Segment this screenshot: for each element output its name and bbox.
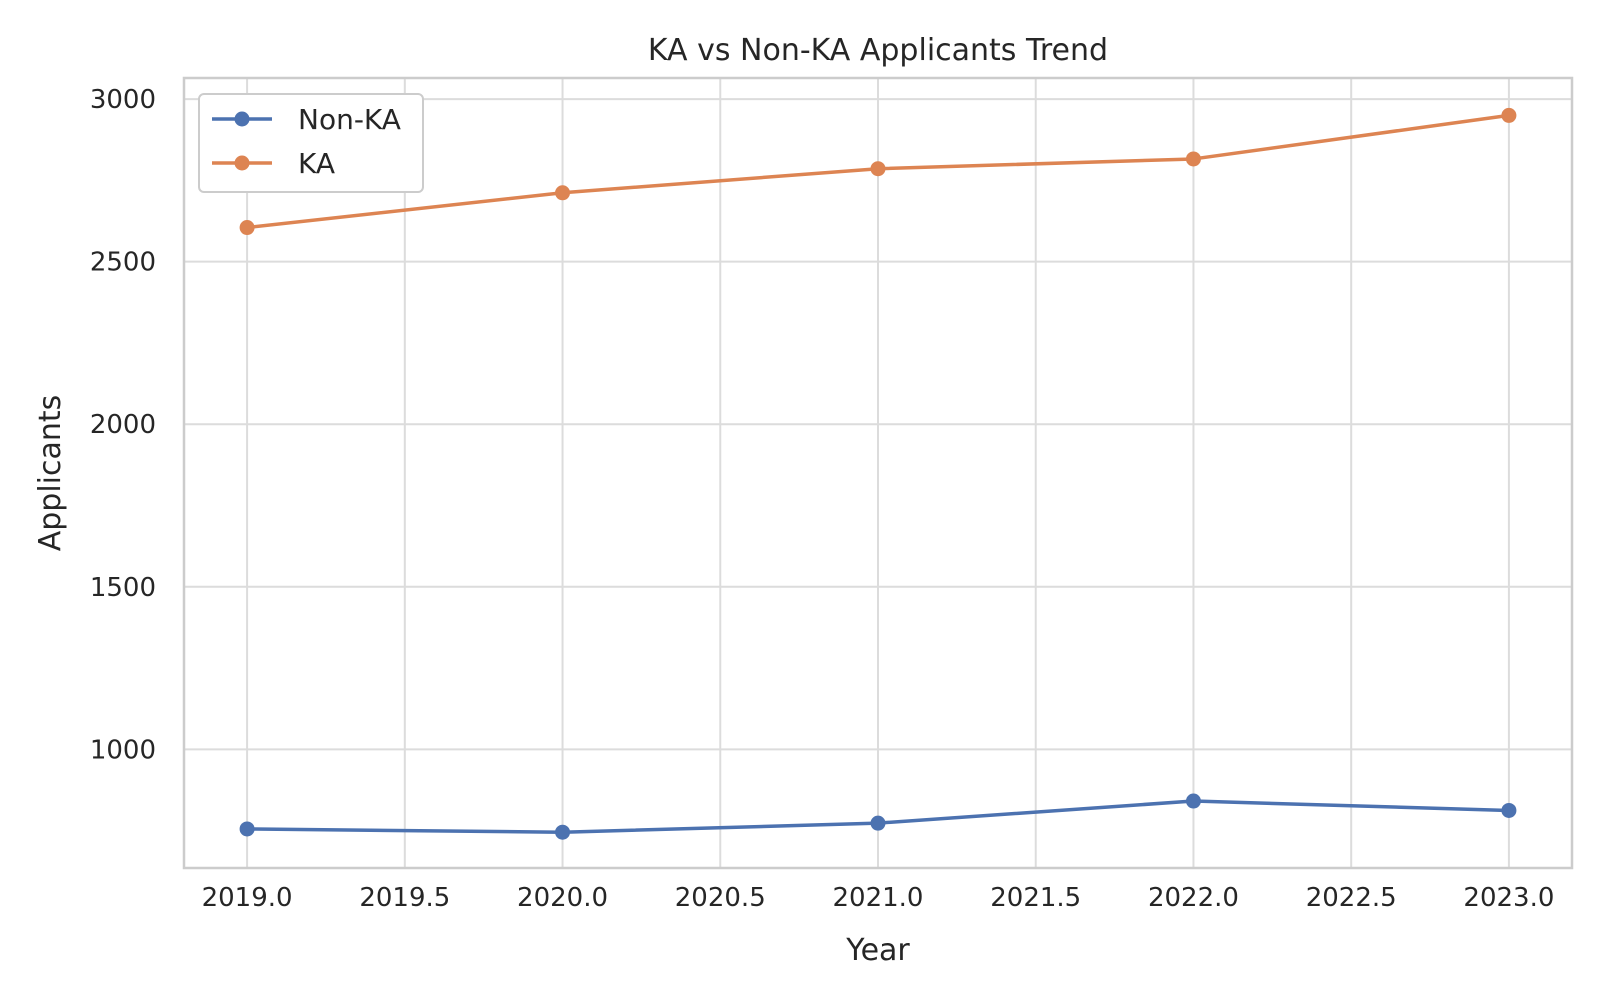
y-axis-label: Applicants [33, 395, 68, 552]
y-tick-label: 2000 [90, 410, 156, 440]
legend-item: KA [212, 147, 335, 180]
legend-label: Non-KA [298, 103, 401, 136]
series-layer [239, 107, 1517, 840]
x-tick-label: 2022.5 [1306, 883, 1397, 913]
data-point [555, 185, 571, 201]
series-ka [239, 107, 1517, 236]
x-tick-label: 2022.0 [1148, 883, 1239, 913]
y-tick-label: 1500 [90, 573, 156, 603]
x-tick-label: 2020.5 [675, 883, 766, 913]
data-point [239, 821, 255, 837]
y-tick-label: 1000 [90, 735, 156, 765]
data-point [1185, 793, 1201, 809]
x-tick-label: 2021.0 [833, 883, 924, 913]
y-tick-label: 3000 [90, 85, 156, 115]
data-point [555, 824, 571, 840]
legend-marker [234, 111, 250, 127]
x-tick-label: 2019.0 [202, 883, 293, 913]
legend: Non-KA KA [198, 93, 424, 193]
x-tick-labels: 2019.0 2019.5 2020.0 2020.5 2021.0 2021.5 2022… [202, 883, 1555, 913]
series-non-ka [239, 793, 1517, 840]
plot-frame [182, 76, 1574, 870]
data-point [870, 815, 886, 831]
x-axis-label: Year [845, 933, 910, 968]
legend-item: Non-KA [212, 103, 401, 136]
legend-marker [234, 155, 250, 171]
data-point [1501, 802, 1517, 818]
x-tick-label: 2023.0 [1463, 883, 1554, 913]
data-point [870, 161, 886, 177]
chart-title: KA vs Non-KA Applicants Trend [648, 33, 1108, 68]
data-point [1185, 151, 1201, 167]
data-point [1501, 107, 1517, 123]
y-tick-label: 2500 [90, 248, 156, 278]
legend-label: KA [298, 147, 335, 180]
x-tick-label: 2019.5 [359, 883, 450, 913]
y-tick-labels: 1000 1500 2000 2500 3000 [90, 85, 156, 765]
legend-items: Non-KA KA [212, 103, 401, 180]
x-gridlines [246, 78, 1510, 868]
data-point [239, 220, 255, 236]
x-tick-label: 2021.5 [990, 883, 1081, 913]
x-tick-label: 2020.0 [517, 883, 608, 913]
